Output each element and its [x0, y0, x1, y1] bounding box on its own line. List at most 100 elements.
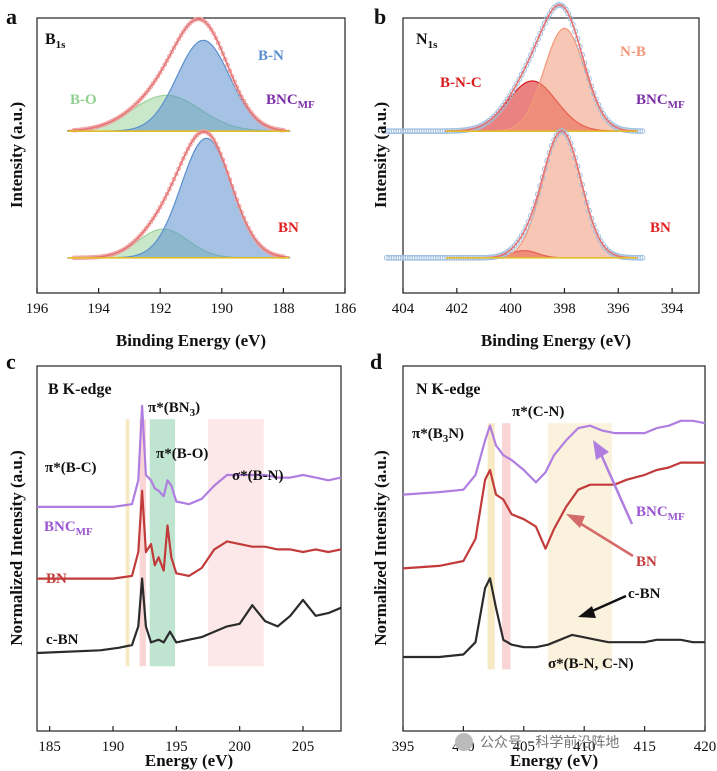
raw-data-point: [248, 109, 254, 115]
raw-data-point: [185, 23, 191, 28]
watermark-text: 公众号 · 科学前沿阵地: [480, 734, 619, 751]
raw-data-point: [134, 236, 140, 242]
raw-data-point: [241, 98, 247, 104]
spectrum-line: [403, 577, 705, 659]
raw-data-point: [565, 134, 572, 141]
raw-data-point: [139, 95, 144, 101]
x-tick-label: 194: [87, 301, 110, 317]
raw-data-point: [537, 30, 544, 37]
panel-d-ylabel: Normalized Intensity (a.u.): [371, 450, 390, 645]
raw-data-point: [213, 141, 219, 146]
raw-data-point: [535, 36, 541, 42]
panel-b-title: N1s: [416, 31, 438, 51]
arrow-cbn-head: [578, 606, 596, 618]
raw-data-point: [169, 49, 174, 55]
raw-data-point: [155, 208, 161, 214]
x-tick-label: 190: [211, 301, 234, 317]
raw-data-point: [253, 237, 258, 243]
panel-a: a 196 194 192 190 188 186 B1s B-N B-O BNCMF B…: [6, 4, 357, 350]
arrow-bn-head: [566, 514, 585, 528]
panel-label-a: a: [6, 4, 17, 29]
raw-data-point: [539, 25, 546, 32]
raw-data-point: [143, 90, 149, 96]
panel-label-d: d: [370, 349, 382, 374]
label-pi-b3n: π*(B3N): [412, 426, 464, 445]
x-tick-label: 200: [228, 739, 251, 755]
raw-data-point: [525, 218, 532, 225]
raw-data-point: [150, 81, 156, 86]
arrow-cbn: [589, 594, 627, 614]
raw-data-point: [593, 228, 599, 235]
raw-data-point: [192, 135, 198, 140]
label-pi-bn3: π*(BN3): [148, 400, 200, 419]
panel-b-x-ticks: 404 402 400 398 396 394: [392, 288, 684, 317]
label-cbn-d: c-BN: [628, 586, 661, 602]
panel-c-plot: [36, 404, 342, 667]
raw-data-point: [211, 137, 216, 142]
label-bn-d: BN: [636, 554, 657, 570]
x-tick-label: 192: [149, 301, 172, 317]
raw-data-point: [206, 131, 212, 137]
raw-data-point: [514, 80, 520, 87]
raw-data-point: [134, 100, 140, 106]
raw-data-point: [164, 58, 170, 63]
x-tick-label: 410: [573, 739, 596, 755]
raw-data-point: [248, 230, 254, 235]
energy-band: [502, 423, 511, 670]
raw-data-point: [160, 200, 165, 206]
raw-data-point: [639, 254, 646, 261]
raw-data-point: [190, 138, 195, 144]
label-bncmf-a: BNCMF: [266, 92, 315, 111]
x-tick-label: 196: [26, 301, 49, 317]
label-bncmf-d: BNCMF: [636, 504, 685, 523]
raw-data-point: [530, 46, 537, 53]
raw-data-point: [171, 45, 177, 50]
raw-data-point: [150, 216, 156, 221]
x-tick-label: 396: [607, 301, 630, 317]
raw-data-point: [525, 57, 532, 64]
raw-data-point: [511, 84, 518, 91]
raw-data-point: [167, 53, 172, 59]
panel-a-frame: [36, 17, 346, 294]
raw-data-point: [528, 52, 534, 59]
x-tick-label: 394: [661, 301, 684, 317]
raw-data-point: [181, 29, 186, 34]
raw-data-point: [183, 26, 188, 31]
raw-data-point: [257, 243, 263, 248]
panel-d-plot: [402, 419, 706, 670]
label-cbn-c: c-BN: [46, 632, 79, 648]
label-b-n: B-N: [258, 48, 284, 64]
raw-data-point: [136, 98, 142, 104]
raw-data-point: [595, 101, 602, 108]
panel-a-x-ticks: 196 194 192 190 188 186: [26, 288, 357, 317]
x-tick-label: 186: [334, 301, 357, 317]
raw-data-point: [208, 133, 214, 139]
label-n-b: N-B: [620, 44, 646, 60]
label-sigma-bn-cn: σ*(B-N, C-N): [548, 656, 634, 672]
x-tick-label: 420: [694, 739, 717, 755]
raw-data-point: [208, 27, 214, 32]
raw-data-point: [637, 254, 644, 261]
raw-data-point: [521, 228, 527, 235]
raw-data-point: [255, 240, 261, 246]
x-tick-label: 188: [272, 301, 295, 317]
fit-envelope: [446, 4, 638, 132]
raw-data-point: [153, 77, 158, 83]
raw-data-point: [178, 33, 184, 38]
panel-d-frame: [402, 365, 706, 732]
x-tick-label: 402: [446, 301, 469, 317]
spectrum-line: [37, 489, 342, 580]
component-peak: [446, 130, 638, 259]
raw-data-point: [551, 137, 558, 143]
panel-label-b: b: [374, 4, 386, 29]
arrow-bncmf: [598, 451, 634, 525]
raw-data-point: [262, 122, 268, 128]
raw-data-point: [206, 23, 212, 29]
raw-data-point: [567, 140, 574, 147]
raw-data-point: [593, 96, 599, 103]
panel-c-frame: [36, 365, 342, 732]
raw-data-point: [185, 146, 191, 152]
raw-data-point: [528, 212, 534, 219]
raw-data-point: [567, 15, 574, 22]
raw-data-point: [143, 226, 149, 231]
